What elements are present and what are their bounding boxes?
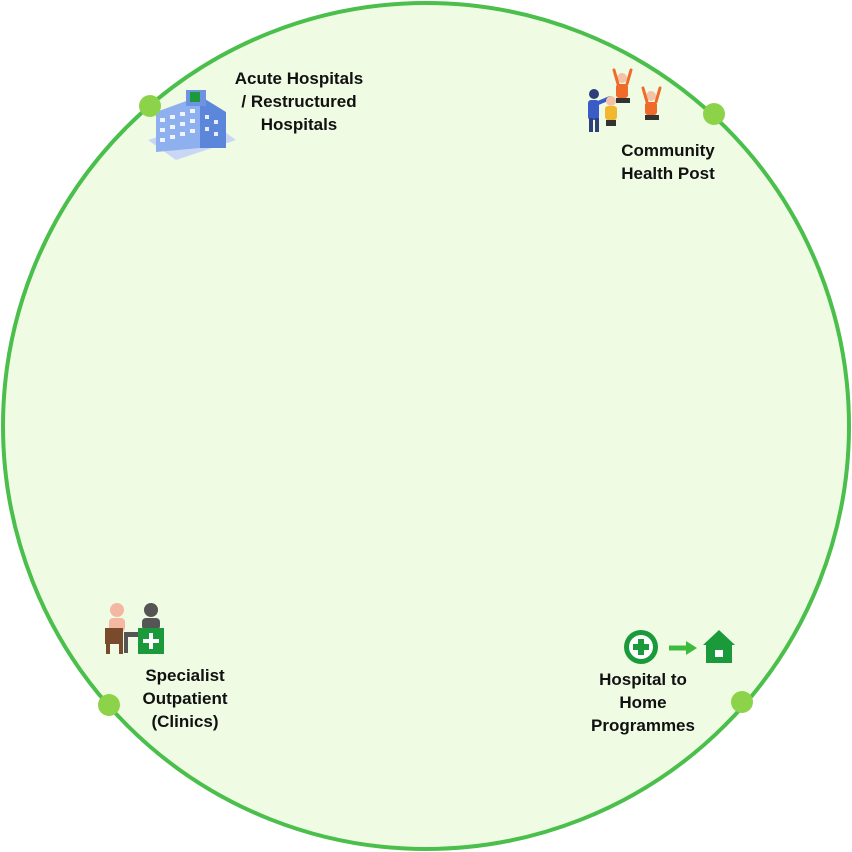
clinic-consultation-icon — [105, 603, 164, 654]
node-dot-community-health-post — [703, 103, 725, 125]
hospital-to-home-label: Hospital to Home Programmes — [591, 670, 695, 735]
hospital-building-icon — [148, 90, 236, 160]
exercise-group-icon — [588, 68, 662, 132]
hospital-to-home-icon — [624, 630, 735, 664]
community-health-post-label: Community Health Post — [621, 141, 715, 183]
node-dot-hospital-to-home — [731, 691, 753, 713]
acute-hospitals-label: Acute Hospitals / Restructured Hospitals — [234, 69, 364, 134]
node-dot-acute-hospitals — [139, 95, 161, 117]
node-dot-specialist-outpatient — [98, 694, 120, 716]
specialist-outpatient-label: Specialist Outpatient (Clinics) — [142, 666, 228, 731]
